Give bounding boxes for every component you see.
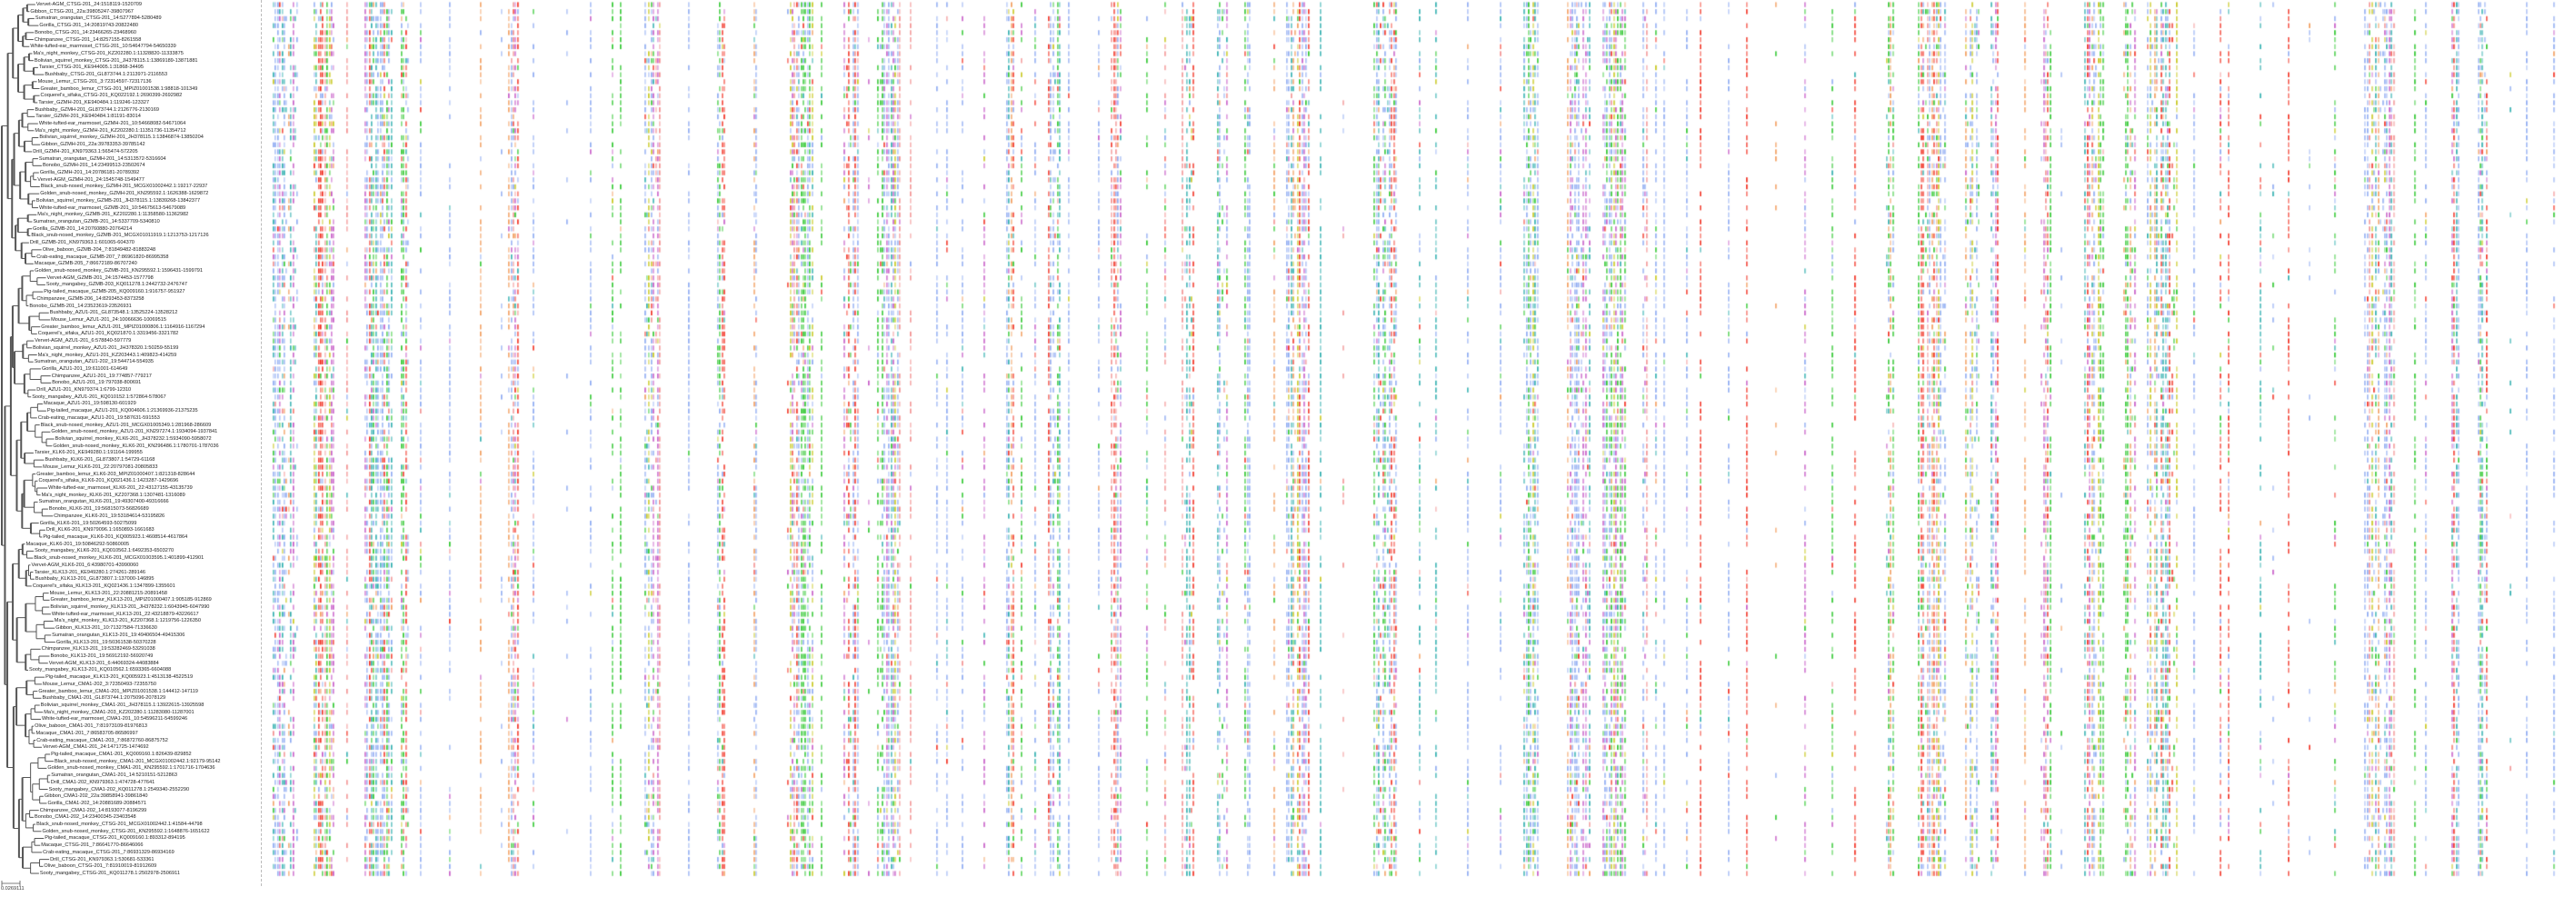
scale-bar-label: 0.0269111 — [1, 886, 25, 892]
